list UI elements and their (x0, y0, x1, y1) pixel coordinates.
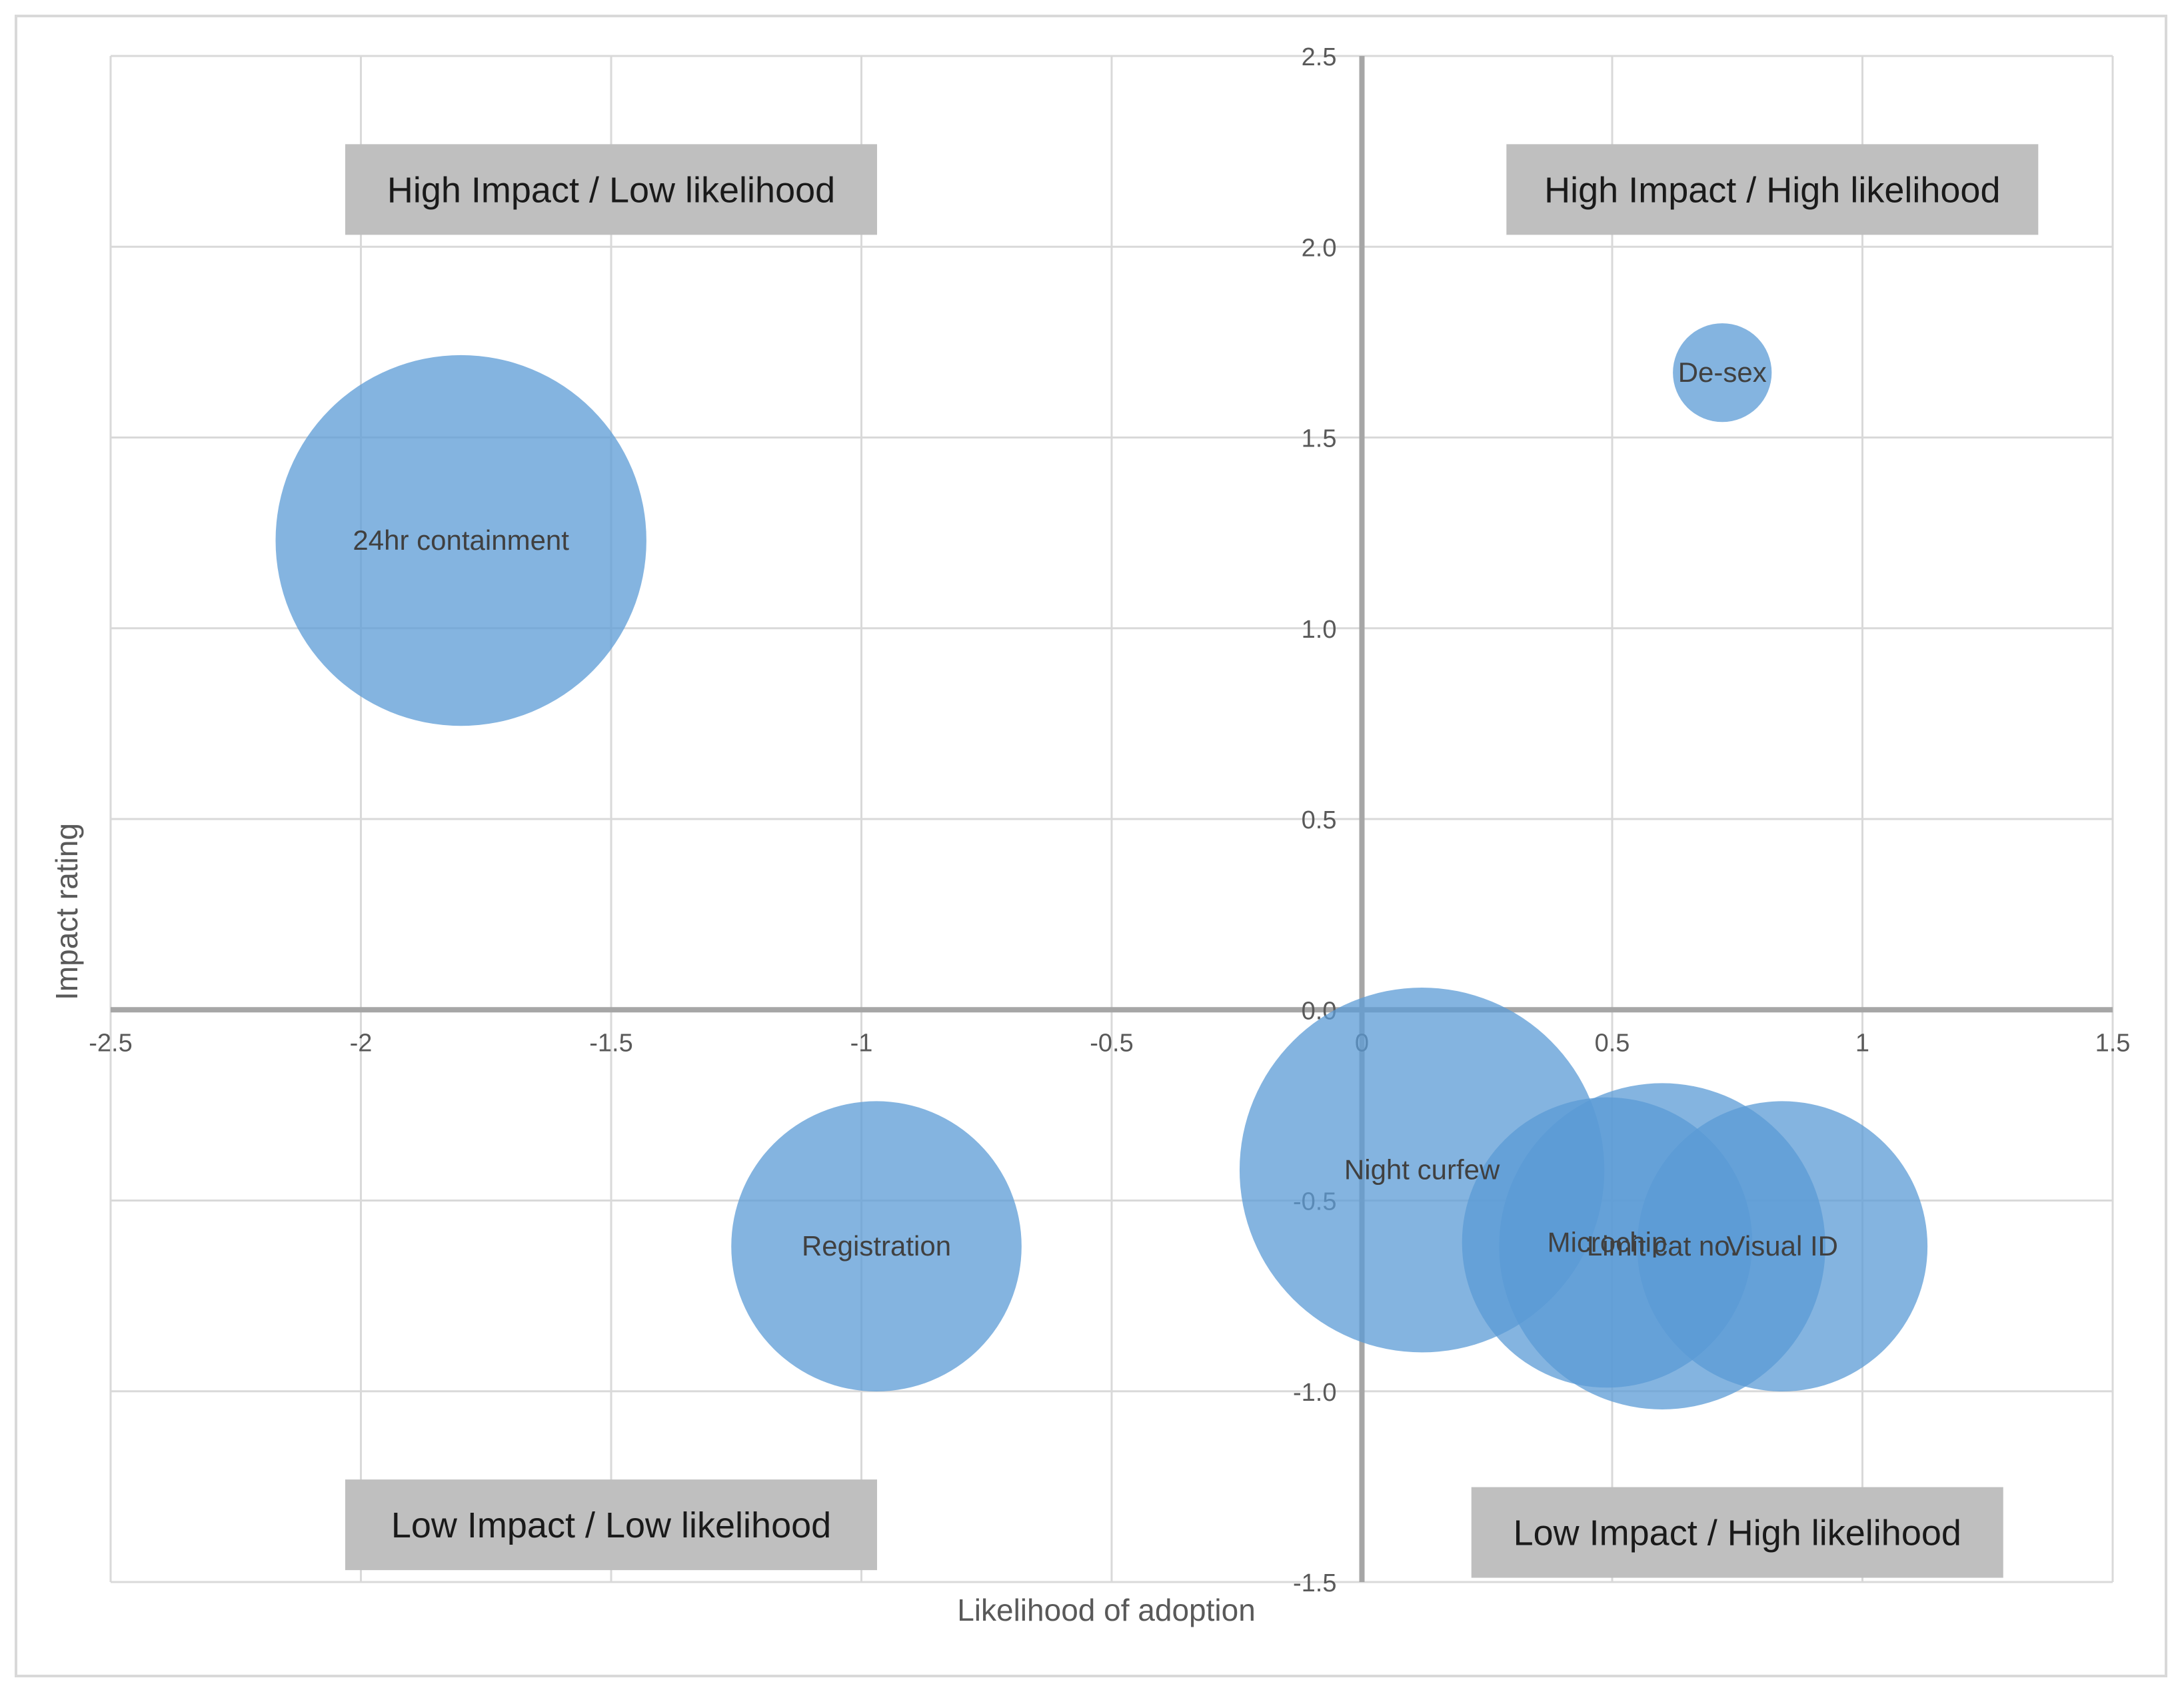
quadrant-label: High Impact / High likelihood (1544, 170, 2000, 210)
bubble (731, 1101, 1022, 1391)
quadrant-label: Low Impact / High likelihood (1514, 1513, 1961, 1553)
y-tick-label: 1.5 (1302, 425, 1337, 453)
chart-frame (15, 15, 2167, 1677)
x-tick-label: -1 (850, 1029, 873, 1057)
quadrant-label-box (1471, 1487, 2003, 1578)
quadrant-label: Low Impact / Low likelihood (391, 1505, 831, 1545)
tick-labels: -2.5-2-1.5-1-0.500.511.5-1.5-1.0-0.50.00… (89, 43, 2130, 1597)
bubble-label: Visual ID (1727, 1230, 1838, 1262)
y-axis-title: Impact rating (49, 823, 84, 1000)
x-tick-label: -1.5 (589, 1029, 632, 1057)
bubble (1637, 1101, 1928, 1391)
x-tick-label: -2 (350, 1029, 373, 1057)
x-tick-label: -2.5 (89, 1029, 132, 1057)
y-tick-label: 0.5 (1302, 806, 1337, 834)
x-tick-label: 1 (1855, 1029, 1869, 1057)
quadrant-labels: High Impact / Low likelihood High Impact … (345, 144, 2039, 1578)
x-axis-title: Likelihood of adoption (957, 1593, 1256, 1627)
y-tick-label: 2.5 (1302, 43, 1337, 71)
bubble-label: Microchip (1548, 1226, 1667, 1258)
y-tick-label: -1.0 (1293, 1379, 1336, 1407)
bubbles: 24hr containment De-sex Registration Night … (275, 323, 1928, 1409)
bubble-label: 24hr containment (353, 524, 569, 556)
quadrant-label-box (1506, 144, 2039, 235)
y-tick-label: 1.0 (1302, 616, 1337, 644)
x-tick-label: -0.5 (1090, 1029, 1133, 1057)
quadrant-label: High Impact / Low likelihood (387, 170, 835, 210)
bubble (1673, 323, 1772, 423)
bubble-label: De-sex (1678, 357, 1767, 388)
x-tick-label: 1.5 (2095, 1029, 2131, 1057)
bubble (275, 355, 646, 726)
bubble-label: Limit cat no. (1587, 1230, 1737, 1262)
bubble-label: Night curfew (1344, 1154, 1500, 1186)
x-tick-label: 0.5 (1595, 1029, 1630, 1057)
quadrant-label-box (345, 144, 877, 235)
bubble-label: Registration (802, 1230, 951, 1262)
quadrant-label-box (345, 1479, 877, 1571)
y-tick-label: 2.0 (1302, 234, 1337, 262)
y-tick-label: -1.5 (1293, 1569, 1336, 1597)
